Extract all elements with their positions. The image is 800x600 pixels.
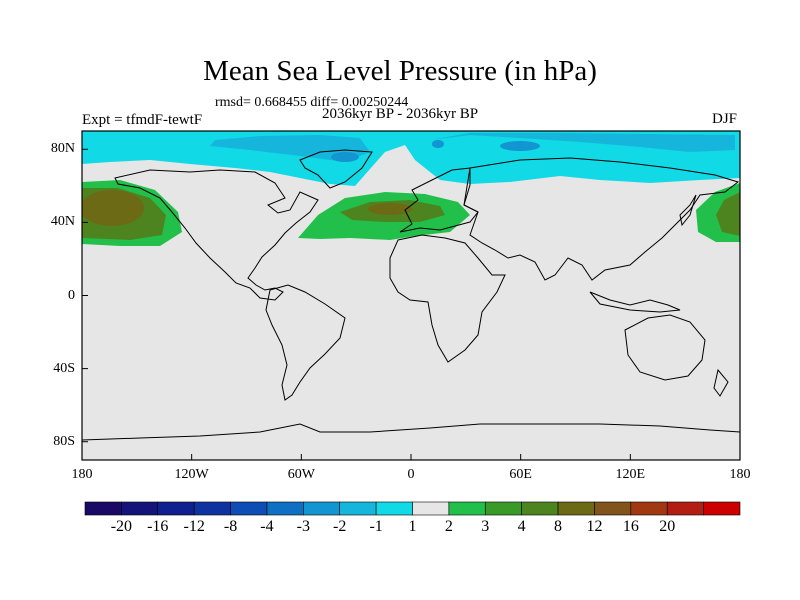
colorbar xyxy=(84,501,741,516)
pacific-anomaly-level3 xyxy=(716,192,740,236)
lat-tick-label: 40N xyxy=(50,214,75,230)
colorbar-level-label: 1 xyxy=(408,518,417,535)
colorbar-swatch xyxy=(594,501,632,516)
colorbar-level-label: -4 xyxy=(260,518,274,535)
arctic-anomaly-inner xyxy=(210,135,370,162)
colorbar-level-label: 2 xyxy=(444,518,453,535)
experiment-label: Expt = tfmdF-tewtF xyxy=(82,112,203,128)
coastline-indonesia xyxy=(589,291,681,313)
colorbar-swatch xyxy=(339,501,377,516)
colorbar-level-label: -3 xyxy=(296,518,310,535)
coastline-south-america xyxy=(265,284,346,401)
colorbar-swatch xyxy=(666,501,704,516)
colorbar-swatch xyxy=(630,501,668,516)
coastline-japan xyxy=(679,194,697,227)
colorbar-swatch xyxy=(375,501,413,516)
pacific-anomaly-level4 xyxy=(82,190,144,226)
atlantic-anomaly-level4 xyxy=(368,203,412,215)
colorbar-swatch xyxy=(557,501,595,516)
lon-tick-label: 120E xyxy=(615,467,646,482)
coastline-north-america xyxy=(114,169,319,301)
season-label: DJF xyxy=(712,111,738,127)
coastline-asia xyxy=(463,157,740,281)
coastlines xyxy=(82,149,740,441)
coastline-antarctica xyxy=(82,423,740,441)
coastline-africa xyxy=(389,234,506,363)
arctic-anomaly-core xyxy=(500,141,540,151)
colorbar-swatch xyxy=(84,501,122,516)
colorbar-swatch xyxy=(230,501,268,516)
colorbar-level-label: -20 xyxy=(110,518,133,535)
colorbar-swatch xyxy=(521,501,559,516)
arctic-anomaly-inner xyxy=(430,133,735,152)
colorbar-swatch xyxy=(703,501,741,516)
map-area xyxy=(82,131,740,460)
lon-tick-label: 120W xyxy=(174,467,209,482)
stats-subtitle: rmsd= 0.668455 diff= 0.00250244 xyxy=(215,95,409,110)
colorbar-level-label: -8 xyxy=(223,518,238,535)
coastline-new-zealand xyxy=(713,368,729,397)
colorbar-level-label: -2 xyxy=(333,518,347,535)
colorbar-swatch xyxy=(448,501,486,516)
lon-tick-label: 0 xyxy=(407,467,415,482)
colorbar-level-label: -16 xyxy=(147,518,169,535)
coastline-europe xyxy=(399,167,479,233)
colorbar-swatch xyxy=(412,501,450,516)
lon-tick-label: 180 xyxy=(71,467,93,482)
colorbar-level-label: 4 xyxy=(517,518,526,535)
colorbar-level-label: 20 xyxy=(659,518,676,535)
colorbar-swatch xyxy=(266,501,304,516)
lon-tick-label: 60E xyxy=(509,467,532,482)
colorbar-level-label: 12 xyxy=(586,518,603,535)
chart-title: Mean Sea Level Pressure (in hPa) xyxy=(203,55,597,87)
colorbar-level-label: 8 xyxy=(554,518,563,535)
colorbar-level-label: -12 xyxy=(183,518,205,535)
lat-tick-label: 0 xyxy=(68,287,75,303)
arctic-anomaly-core xyxy=(432,140,444,148)
coastline-greenland xyxy=(299,149,373,189)
colorbar-swatch xyxy=(303,501,341,516)
lon-tick-label: 60W xyxy=(287,467,315,482)
lon-tick-label: 180 xyxy=(729,467,751,482)
colorbar-level-label: 16 xyxy=(622,518,639,535)
colorbar-level-label: 3 xyxy=(481,518,490,535)
colorbar-swatch xyxy=(193,501,231,516)
lat-tick-label: 80S xyxy=(53,433,75,449)
arctic-anomaly-core xyxy=(331,152,359,162)
period-subtitle: 2036kyr BP - 2036kyr BP xyxy=(322,106,479,122)
axis-ticks xyxy=(81,148,741,460)
colorbar-swatch xyxy=(484,501,522,516)
map-background xyxy=(82,131,740,460)
colorbar-level-label: -1 xyxy=(369,518,383,535)
coastline-australia xyxy=(624,314,706,381)
colorbar-swatch xyxy=(157,501,195,516)
colorbar-swatch xyxy=(121,501,159,516)
lat-tick-label: 80N xyxy=(50,141,75,157)
lat-tick-label: 40S xyxy=(53,360,75,376)
